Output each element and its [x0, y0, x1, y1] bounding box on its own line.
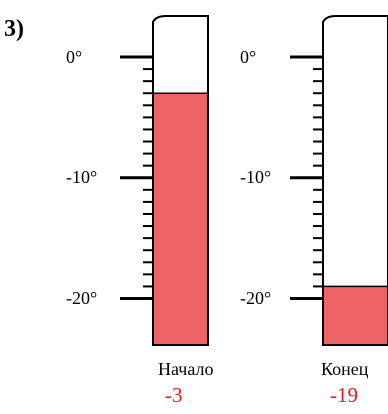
scale-ticks [290, 55, 323, 300]
thermometer-tube [322, 15, 388, 346]
thermometer-end: 0° -10° -20° Конец -19 [240, 15, 388, 407]
thermometer-reading: -19 [330, 383, 358, 407]
scale-label-minus-10: -10° [240, 167, 271, 187]
thermometer-liquid [324, 286, 387, 344]
scale-label-0: 0° [66, 47, 82, 67]
scale-label-minus-20: -20° [240, 288, 271, 308]
scale-ticks [120, 55, 153, 300]
thermometer-caption: Конец [321, 359, 369, 379]
scale-label-minus-10: -10° [66, 167, 97, 187]
scale-label-minus-20: -20° [66, 288, 97, 308]
thermometer-start: 0° -10° -20° Начало -3 [66, 15, 213, 407]
scale-label-0: 0° [240, 47, 256, 67]
problem-number: 3) [4, 16, 24, 42]
thermometer-liquid [154, 93, 207, 344]
thermometer-reading: -3 [165, 383, 183, 407]
thermometer-caption: Начало [158, 359, 213, 379]
